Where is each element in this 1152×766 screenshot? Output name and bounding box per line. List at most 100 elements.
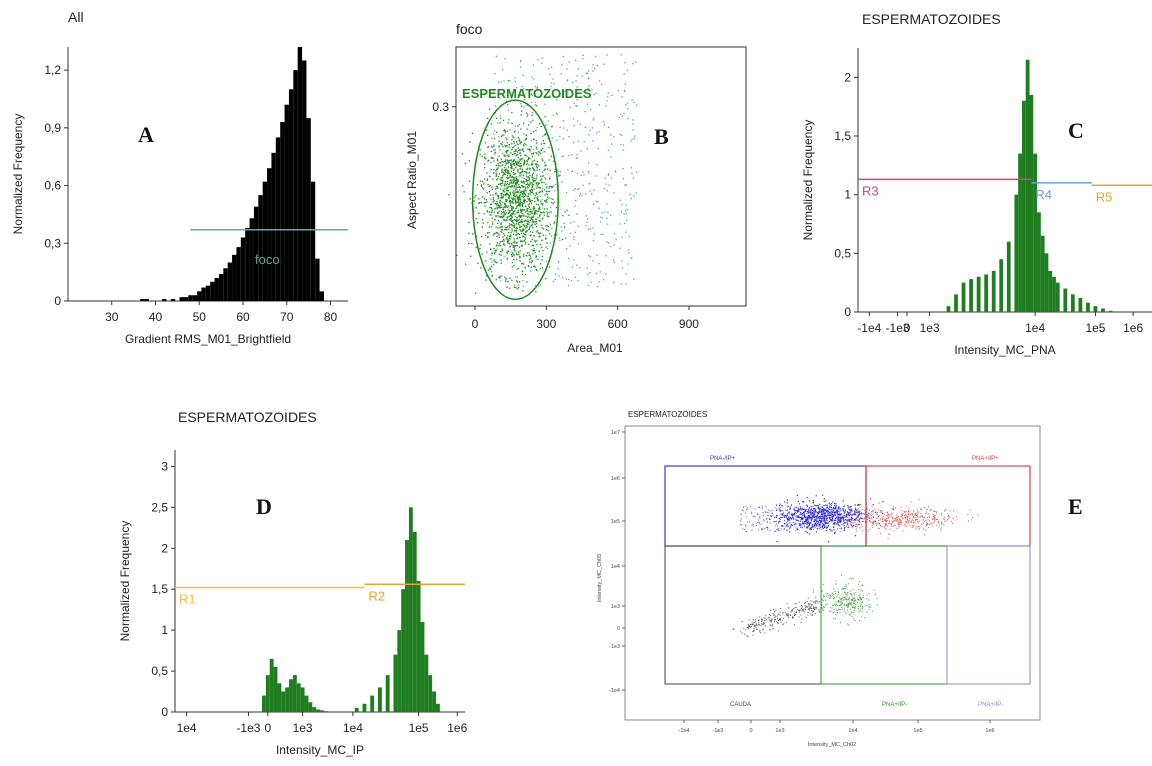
scatter-point xyxy=(831,595,833,597)
scatter-point xyxy=(856,504,859,506)
scatter-point xyxy=(512,202,514,204)
scatter-point xyxy=(504,164,506,167)
scatter-point xyxy=(747,627,749,629)
scatter-point xyxy=(537,186,539,188)
scatter-point xyxy=(934,521,936,523)
y-axis-label: Normalized Frequency xyxy=(801,120,815,241)
scatter-point xyxy=(493,199,495,202)
scatter-point xyxy=(516,196,518,198)
scatter-point xyxy=(843,529,845,531)
scatter-point xyxy=(827,513,829,515)
scatter-point xyxy=(809,522,811,524)
scatter-point xyxy=(767,527,769,529)
scatter-point xyxy=(525,144,527,146)
scatter-point xyxy=(890,523,892,525)
scatter-point xyxy=(533,215,535,217)
scatter-point xyxy=(831,511,834,514)
scatter-point xyxy=(888,533,890,535)
scatter-point xyxy=(817,522,820,524)
scatter-point xyxy=(806,605,808,607)
scatter-point xyxy=(625,204,627,206)
scatter-point xyxy=(862,601,864,603)
scatter-point xyxy=(520,114,522,116)
scatter-point xyxy=(512,207,514,209)
scatter-point xyxy=(774,507,776,509)
scatter-point xyxy=(823,526,826,529)
scatter-point xyxy=(800,614,802,616)
scatter-point xyxy=(502,189,505,192)
scatter-point xyxy=(803,512,805,514)
scatter-point xyxy=(812,526,814,528)
scatter-point xyxy=(519,152,521,154)
x-tick-label: -1e3 xyxy=(712,728,723,734)
scatter-point xyxy=(529,213,531,215)
scatter-point xyxy=(521,202,523,204)
scatter-point xyxy=(516,288,518,290)
scatter-point xyxy=(847,599,849,601)
scatter-point xyxy=(588,172,590,174)
scatter-point xyxy=(791,519,793,521)
scatter-point xyxy=(482,222,484,224)
scatter-point xyxy=(529,189,532,191)
histogram-bar xyxy=(362,703,367,712)
scatter-point xyxy=(575,105,577,107)
scatter-point xyxy=(585,215,588,217)
scatter-point xyxy=(505,199,507,201)
scatter-point xyxy=(545,260,548,263)
histogram-bar xyxy=(354,707,359,712)
scatter-point xyxy=(833,526,835,528)
scatter-point xyxy=(798,517,800,519)
scatter-point xyxy=(545,277,547,280)
scatter-point xyxy=(847,520,849,522)
scatter-point xyxy=(499,149,501,151)
scatter-point xyxy=(836,520,839,522)
scatter-point xyxy=(776,508,778,510)
scatter-point xyxy=(934,511,936,513)
scatter-point xyxy=(497,196,499,198)
scatter-point xyxy=(511,251,513,253)
scatter-point xyxy=(772,628,774,630)
scatter-point xyxy=(500,225,502,228)
scatter-point xyxy=(816,505,818,507)
scatter-point xyxy=(830,529,832,531)
scatter-point xyxy=(768,512,770,514)
scatter-point xyxy=(832,501,834,503)
scatter-point xyxy=(814,504,816,506)
scatter-point xyxy=(816,516,818,518)
scatter-point xyxy=(799,517,801,519)
scatter-point xyxy=(853,511,856,513)
scatter-point xyxy=(733,628,735,630)
scatter-point xyxy=(510,181,513,183)
scatter-point xyxy=(526,195,528,198)
scatter-point xyxy=(812,525,814,528)
scatter-point xyxy=(523,191,525,193)
scatter-point xyxy=(515,207,517,210)
scatter-point xyxy=(545,234,547,237)
scatter-point xyxy=(542,135,544,137)
scatter-point xyxy=(504,185,506,187)
scatter-point xyxy=(526,207,528,210)
scatter-point xyxy=(519,155,522,157)
scatter-point xyxy=(563,226,566,228)
scatter-point xyxy=(908,511,910,513)
scatter-point xyxy=(504,183,506,185)
scatter-point xyxy=(519,149,521,151)
scatter-point xyxy=(512,182,514,185)
scatter-point xyxy=(818,513,820,515)
scatter-point xyxy=(495,164,498,167)
scatter-point xyxy=(911,522,913,524)
scatter-point xyxy=(741,524,743,526)
scatter-point xyxy=(531,238,534,241)
scatter-point xyxy=(901,521,903,523)
scatter-point xyxy=(509,179,512,181)
scatter-point xyxy=(855,514,857,516)
scatter-point xyxy=(625,213,627,215)
scatter-point xyxy=(509,90,511,92)
scatter-point xyxy=(507,80,509,82)
scatter-point xyxy=(857,602,859,604)
scatter-point xyxy=(519,197,521,199)
scatter-point xyxy=(834,531,836,533)
scatter-point xyxy=(508,176,511,178)
scatter-point xyxy=(914,514,916,516)
scatter-point xyxy=(803,508,806,510)
